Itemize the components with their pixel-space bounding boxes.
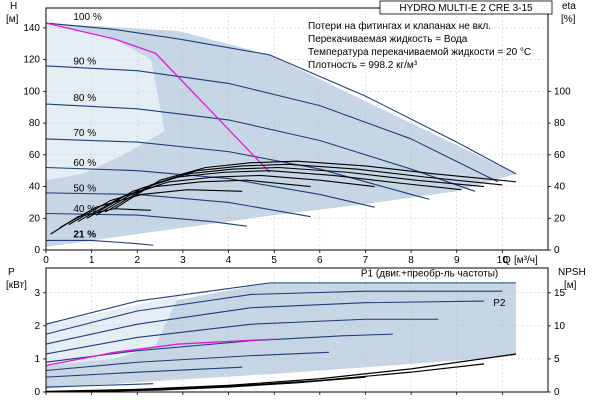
efficiency-curve: [114, 160, 517, 210]
power-curve: [46, 383, 154, 388]
y2-axis-unit: [%]: [561, 14, 576, 25]
note-3: Температура перекачиваемой жидкости = 20…: [308, 47, 531, 58]
y2-axis-label: eta: [562, 1, 576, 12]
power-curve: [46, 282, 517, 325]
efficiency-curve: [86, 170, 462, 219]
efficiency-curve: [59, 189, 243, 229]
note-1: Потери на фитингах и клапанах не вкл.: [308, 20, 491, 32]
y-tick-label: 0: [34, 387, 40, 398]
x-tick-label: 4: [226, 255, 232, 266]
y-tick-label: 3: [34, 288, 40, 299]
speed-label: 80 %: [73, 93, 96, 104]
y-axis-label: H: [10, 1, 17, 12]
y2-tick-label: 15: [554, 288, 566, 299]
speed-label: 21 %: [73, 229, 96, 240]
power-curve: [46, 351, 329, 372]
power-npsh-chart: 0 1 2 3 0 5 10 15 P1 (двиг.+преобр-ль частоты) P…: [6, 267, 586, 398]
h-curve: [46, 22, 517, 175]
speed-label: 60 %: [73, 158, 96, 169]
x-axis-label: Q: [503, 255, 511, 266]
h-curve: [46, 192, 311, 218]
x-tick-label: 6: [317, 255, 323, 266]
x-tick-label: 9: [454, 255, 460, 266]
npsh-curve: [91, 376, 366, 392]
speed-label: 70 %: [73, 128, 96, 139]
p-axis-label: P: [8, 267, 15, 278]
operating-curve: [46, 22, 271, 173]
x-tick-label: 0: [43, 255, 49, 266]
y2-tick-label: 80: [554, 118, 566, 129]
curve-annotation: P2: [493, 298, 506, 309]
npsh-axis-unit: [м]: [564, 280, 577, 291]
x-tick-label: 7: [363, 255, 369, 266]
power-curve: [46, 366, 243, 378]
h-curve: [46, 166, 375, 208]
x-tick-label: 2: [134, 255, 140, 266]
y2-tick-label: 5: [554, 354, 560, 365]
bottom-grid: [45, 268, 548, 393]
speed-label: 100 %: [73, 12, 101, 23]
x-tick-label: 3: [180, 255, 186, 266]
h-curve: [46, 239, 154, 246]
x-tick-label: 10: [497, 255, 509, 266]
y2-tick-label: 10: [554, 321, 566, 332]
speed-label: 40 %: [73, 204, 96, 215]
npsh-curve: [46, 353, 517, 392]
y2-tick-label: 100: [554, 86, 571, 97]
y-tick-label: 120: [23, 55, 40, 66]
note-2: Перекачиваемая жидкость = Вода: [308, 34, 468, 45]
top-plot-frame: [45, 7, 549, 251]
power-curve: [46, 300, 485, 345]
curve-annotation: P1 (двиг.+преобр-ль частоты): [361, 267, 498, 279]
chart-title: HYDRO MULTI-E 2 CRE 3-15: [399, 3, 533, 14]
y2-tick-label: 60: [554, 150, 566, 161]
npsh-axis-label: NPSH: [558, 267, 586, 278]
power-curve: [46, 290, 503, 335]
x-tick-label: 1: [89, 255, 95, 266]
speed-label: 90 %: [73, 56, 96, 67]
y-tick-label: 40: [29, 182, 41, 193]
power-curve: [46, 318, 439, 355]
y2-tick-label: 0: [554, 245, 560, 256]
speed-label: 50 %: [73, 183, 96, 194]
y-tick-label: 0: [34, 245, 40, 256]
x-tick-label: 5: [271, 255, 277, 266]
y2-tick-label: 20: [554, 213, 566, 224]
y-tick-label: 100: [23, 86, 40, 97]
bottom-plot-frame: [45, 267, 549, 393]
efficiency-curve: [50, 208, 151, 235]
note-4: Плотность = 998.2 кг/м³: [308, 60, 418, 71]
y-tick-label: 140: [23, 23, 40, 34]
inner-envelope-band: [46, 23, 165, 181]
head-efficiency-chart: 0 20 40 60 80 100 120 140 0 20 40 60 80 100 0 1 2 3 4 5 6 7 8 9…: [6, 0, 576, 266]
y-tick-label: 2: [34, 321, 40, 332]
p-axis-unit: [кВт]: [6, 280, 27, 291]
h-curve: [46, 65, 499, 183]
y2-tick-label: 0: [554, 387, 560, 398]
bottom-axes: 0 1 2 3 0 5 10 15: [34, 288, 565, 398]
y-tick-label: 20: [29, 213, 41, 224]
top-axes: 0 20 40 60 80 100 120 140 0 20 40 60 80 100 0 1 2 3 4 5 6 7 8 9…: [23, 23, 571, 266]
h-curve: [46, 138, 430, 200]
title-box: [379, 0, 553, 15]
y-axis-unit: [м]: [6, 14, 19, 25]
y2-tick-label: 40: [554, 182, 566, 193]
y-tick-label: 60: [29, 150, 41, 161]
x-tick-label: 8: [408, 255, 414, 266]
operating-curve: [46, 338, 275, 367]
y-tick-label: 1: [34, 354, 40, 365]
y-tick-label: 80: [29, 118, 41, 129]
x-axis-unit: [м³/ч]: [514, 255, 538, 266]
